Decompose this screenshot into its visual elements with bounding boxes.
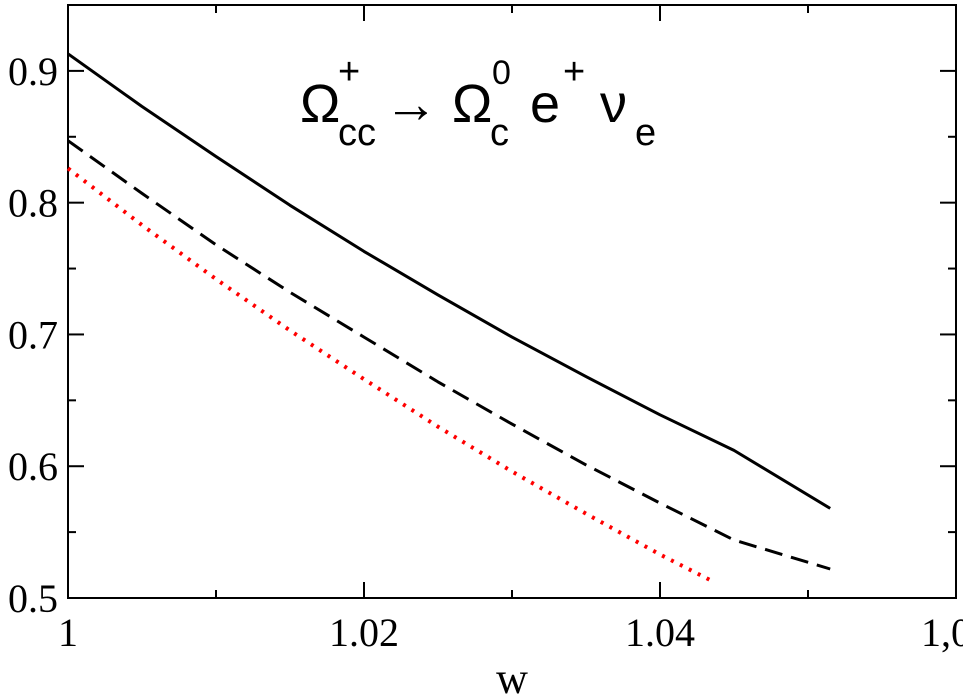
annot-omega-c: Ω bbox=[452, 74, 492, 134]
y-tick-label: 0.6 bbox=[8, 444, 58, 489]
annot-zero-superscript: 0 bbox=[492, 54, 511, 92]
y-tick-label: 0.8 bbox=[8, 181, 58, 226]
series-line-dashed bbox=[67, 139, 831, 571]
y-tick-label: 0.5 bbox=[8, 576, 58, 621]
series-line-dotted bbox=[66, 166, 713, 583]
annot-c-subscript: c bbox=[490, 112, 509, 154]
tick-labels: 1 1.02 1.04 1,06 0.5 0.6 0.7 0.8 0.9 bbox=[8, 49, 963, 655]
x-axis-title: w bbox=[496, 654, 528, 699]
y-tick-label: 0.9 bbox=[8, 49, 58, 94]
ticks bbox=[67, 4, 957, 599]
x-tick-label: 1.04 bbox=[625, 610, 695, 655]
reaction-annotation: Ω cc + → Ω c 0 e + ν e bbox=[300, 51, 656, 154]
annot-nu: ν bbox=[600, 74, 627, 134]
x-tick-label: 1.02 bbox=[329, 610, 399, 655]
annot-cc-subscript: cc bbox=[338, 112, 376, 154]
x-tick-label: 1 bbox=[58, 610, 78, 655]
series-line-solid bbox=[67, 52, 831, 510]
annot-positron: e bbox=[530, 74, 560, 134]
annot-arrow: → bbox=[384, 74, 438, 134]
series-group bbox=[66, 52, 831, 583]
annot-nu-subscript: e bbox=[635, 112, 656, 154]
plot-frame bbox=[67, 4, 957, 599]
annot-plus-superscript: + bbox=[338, 51, 360, 93]
annot-omega-cc: Ω bbox=[300, 74, 340, 134]
annot-positron-plus: + bbox=[563, 51, 585, 93]
y-tick-label: 0.7 bbox=[8, 312, 58, 357]
x-tick-label: 1,06 bbox=[921, 610, 963, 655]
